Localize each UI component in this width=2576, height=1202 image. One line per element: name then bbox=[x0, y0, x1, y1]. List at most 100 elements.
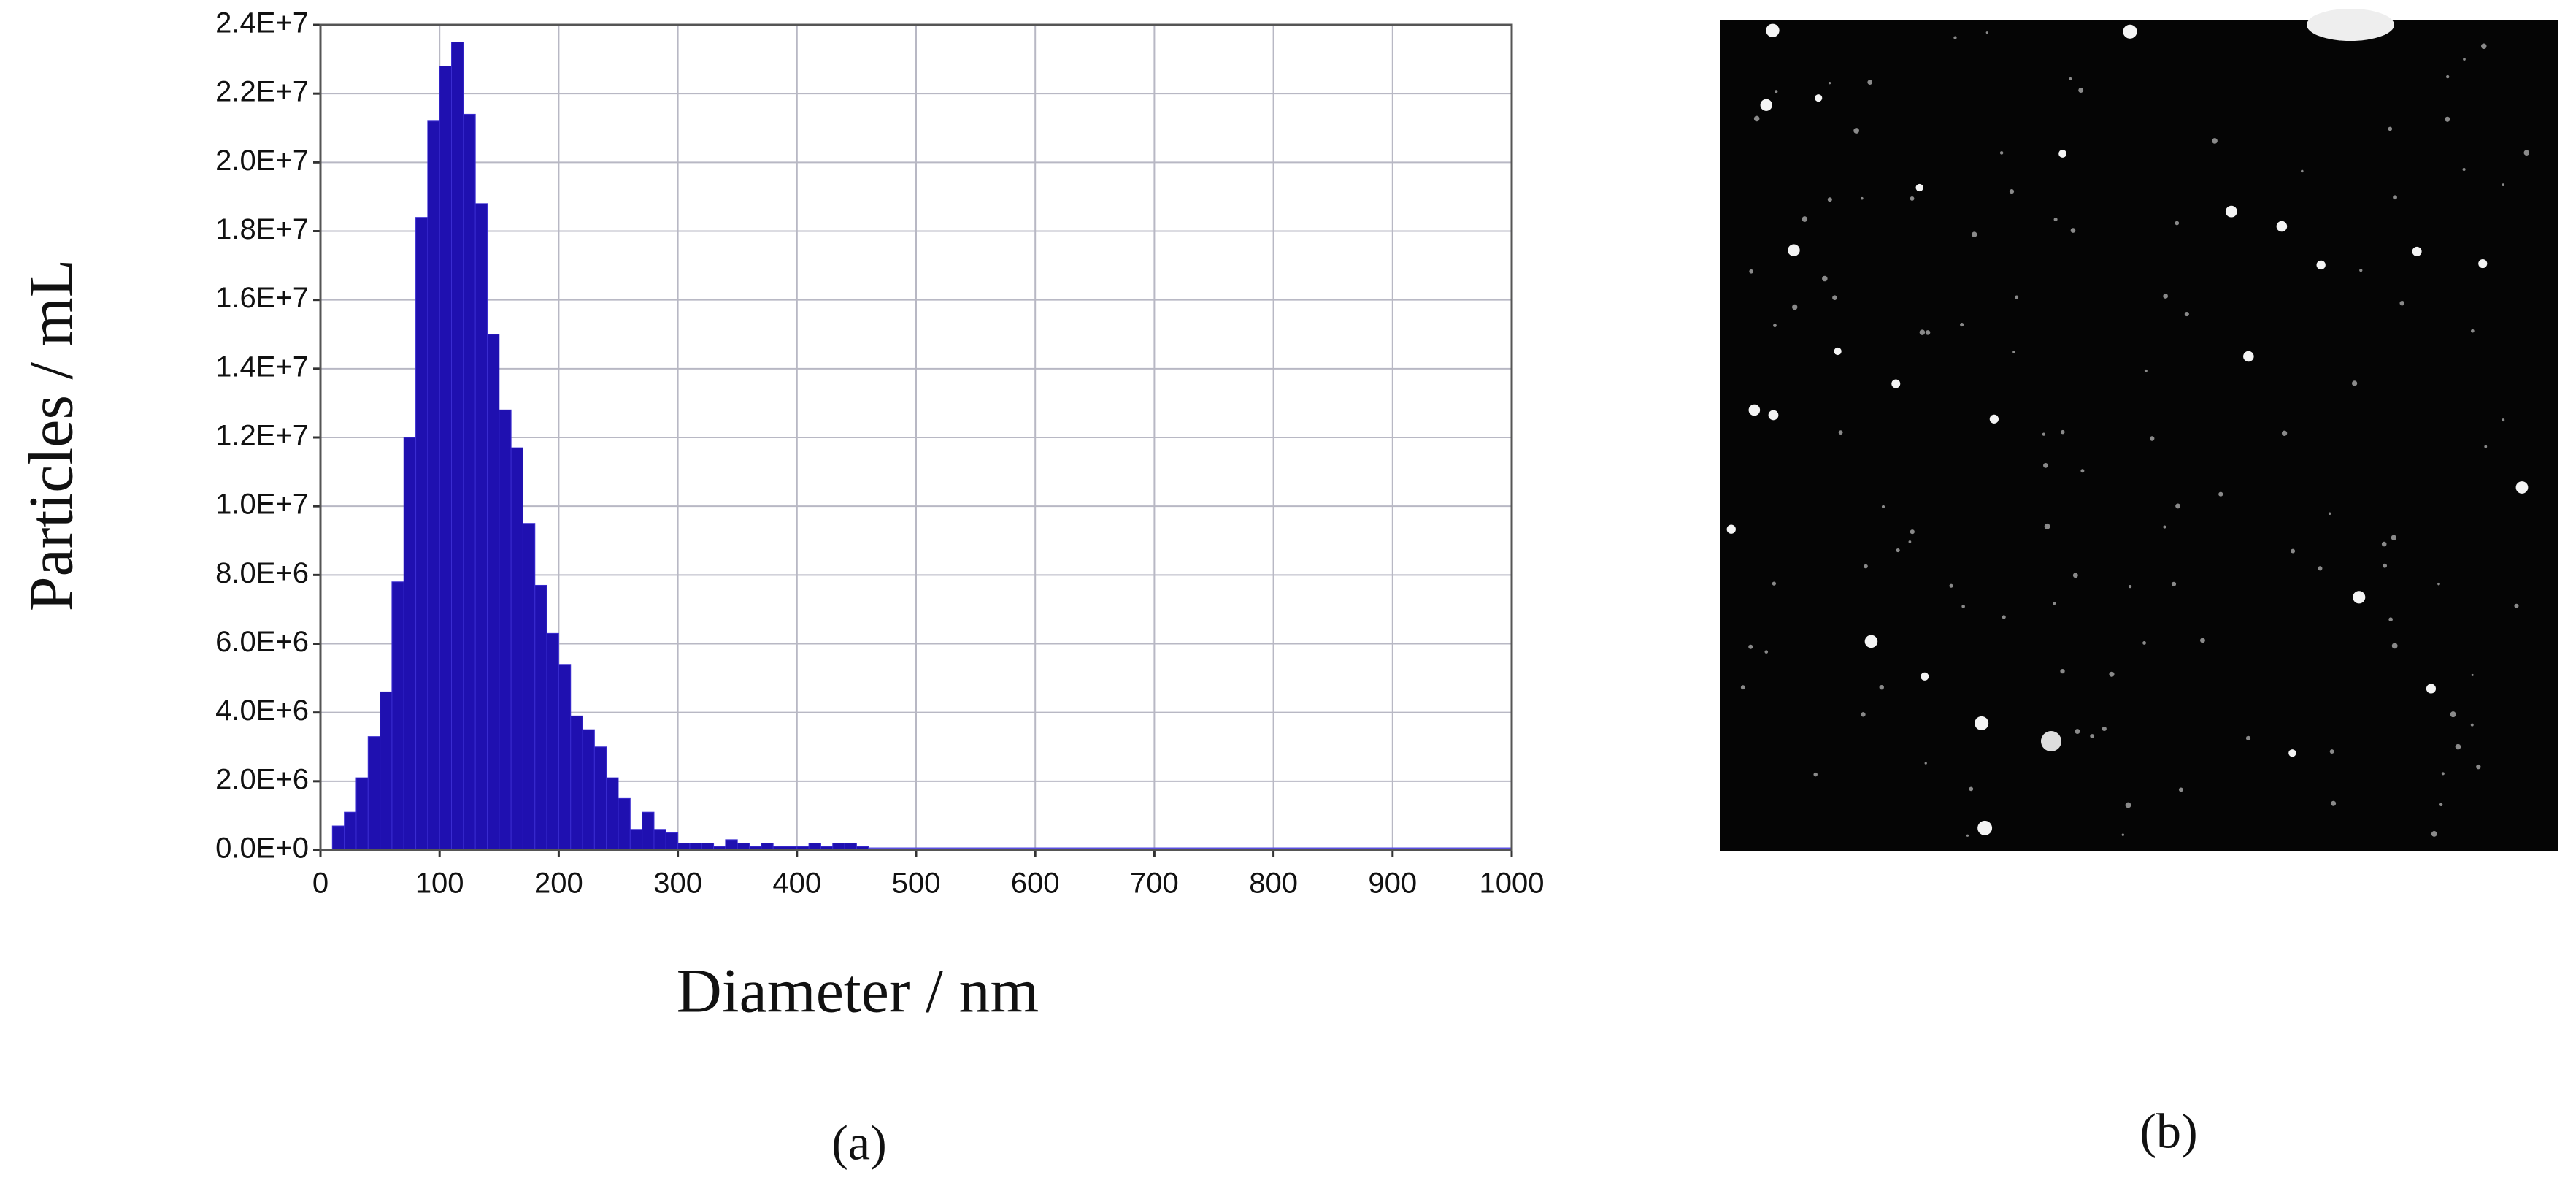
x-tick-label: 200 bbox=[534, 868, 583, 900]
particle-spot bbox=[2331, 800, 2337, 806]
particle-spot bbox=[2351, 380, 2358, 386]
bar bbox=[606, 777, 619, 851]
particle-spot bbox=[2070, 228, 2076, 233]
particle-spot bbox=[2212, 138, 2218, 144]
particle-spot bbox=[2353, 591, 2366, 604]
x-tick-label: 700 bbox=[1130, 868, 1179, 900]
particle-spot bbox=[2301, 169, 2304, 173]
particle-spot bbox=[1972, 231, 1977, 237]
particle-spot bbox=[2291, 548, 2296, 554]
bar bbox=[522, 523, 536, 851]
particle-spot bbox=[2462, 167, 2466, 172]
y-tick-label: 1.6E+7 bbox=[215, 282, 309, 314]
particle-spot bbox=[2178, 787, 2183, 792]
bar bbox=[534, 584, 547, 851]
particle-spot bbox=[2053, 218, 2058, 222]
bar bbox=[665, 832, 679, 851]
panel-label: (a) bbox=[831, 1115, 886, 1171]
x-tick-label: 100 bbox=[415, 868, 464, 900]
particle-spot bbox=[2391, 535, 2396, 540]
particle-spot bbox=[2069, 77, 2072, 80]
y-tick-label: 2.4E+7 bbox=[215, 7, 309, 39]
particle-spot bbox=[2455, 743, 2461, 750]
particle-spot bbox=[1864, 564, 1868, 569]
particle-spot bbox=[2523, 150, 2530, 156]
particle-spot bbox=[1966, 834, 1969, 837]
particle-spot bbox=[2142, 641, 2146, 645]
particle-spot bbox=[2109, 671, 2115, 677]
particle-spot bbox=[1748, 404, 1761, 416]
bar bbox=[582, 729, 595, 851]
particle-spot bbox=[2393, 195, 2397, 200]
particle-spot bbox=[2502, 183, 2505, 186]
microscope-image bbox=[1720, 20, 2558, 851]
particle-spot bbox=[2163, 294, 2169, 299]
particle-spot bbox=[1773, 324, 1777, 328]
bar bbox=[380, 691, 393, 851]
y-tick-label: 8.0E+6 bbox=[215, 557, 309, 589]
particle-spot bbox=[2061, 429, 2065, 435]
particle-spot bbox=[2426, 684, 2437, 694]
particle-spot bbox=[1827, 197, 1832, 202]
particle-spot bbox=[2471, 673, 2474, 676]
bar bbox=[415, 217, 428, 851]
particle-spot bbox=[2090, 734, 2095, 738]
particle-spot bbox=[1861, 712, 1866, 717]
particle-spot bbox=[2060, 668, 2065, 674]
particle-spot bbox=[1969, 786, 1974, 792]
particle-spot bbox=[2009, 189, 2015, 194]
particle-spot bbox=[1764, 650, 1769, 654]
particle-spot bbox=[2276, 221, 2288, 232]
particle-spot bbox=[1989, 414, 1999, 424]
particle-spot bbox=[1788, 244, 1800, 256]
particle-spot bbox=[1802, 216, 1808, 222]
particle-spot bbox=[1953, 36, 1957, 39]
particle-spot bbox=[2431, 831, 2437, 837]
particle-spot bbox=[2328, 512, 2331, 516]
particle-spot bbox=[2041, 731, 2061, 751]
particle-spot bbox=[2463, 58, 2466, 61]
particle-spot bbox=[2388, 126, 2393, 131]
y-tick-label: 2.2E+7 bbox=[215, 76, 309, 108]
y-tick-label: 2.0E+7 bbox=[215, 145, 309, 177]
particle-spot bbox=[1766, 23, 1780, 37]
y-tick-label: 1.0E+7 bbox=[215, 489, 309, 521]
particle-spot bbox=[1925, 330, 1931, 335]
particle-spot bbox=[1838, 430, 1843, 435]
particle-spot bbox=[2391, 643, 2398, 649]
particle-spot bbox=[2128, 585, 2132, 589]
bar bbox=[499, 409, 512, 851]
particle-spot bbox=[2149, 436, 2155, 441]
y-tick-label: 0.0E+0 bbox=[215, 832, 309, 865]
bar bbox=[344, 811, 357, 851]
particle-spot bbox=[2078, 88, 2084, 93]
bar bbox=[355, 777, 369, 851]
particle-spot bbox=[2042, 432, 2045, 436]
particle-spot bbox=[2445, 116, 2450, 122]
particle-spot bbox=[2080, 469, 2085, 473]
particle-spot bbox=[2307, 9, 2394, 41]
particle-spot bbox=[1853, 128, 1860, 134]
bar bbox=[629, 829, 643, 851]
particle-spot bbox=[2243, 351, 2254, 362]
particle-spot bbox=[1949, 583, 1953, 588]
particle-spot bbox=[1775, 90, 1778, 93]
particle-spot bbox=[1726, 524, 1736, 534]
bar bbox=[510, 447, 523, 851]
particle-spot bbox=[2123, 24, 2137, 39]
particle-spot bbox=[2072, 573, 2078, 578]
particle-spot bbox=[1813, 772, 1818, 777]
particle-spot bbox=[1960, 322, 1964, 327]
bar bbox=[403, 437, 417, 851]
particle-spot bbox=[2012, 351, 2015, 353]
y-axis-title: Particles / mL bbox=[16, 259, 86, 611]
bar bbox=[463, 113, 476, 851]
particle-spot bbox=[1740, 685, 1745, 690]
particle-spot bbox=[1768, 410, 1779, 421]
particle-spot bbox=[1867, 80, 1873, 85]
particle-spot bbox=[2470, 723, 2474, 727]
particle-spot bbox=[1919, 329, 1926, 335]
particle-spot bbox=[1999, 151, 2004, 155]
x-tick-label: 900 bbox=[1368, 868, 1417, 900]
